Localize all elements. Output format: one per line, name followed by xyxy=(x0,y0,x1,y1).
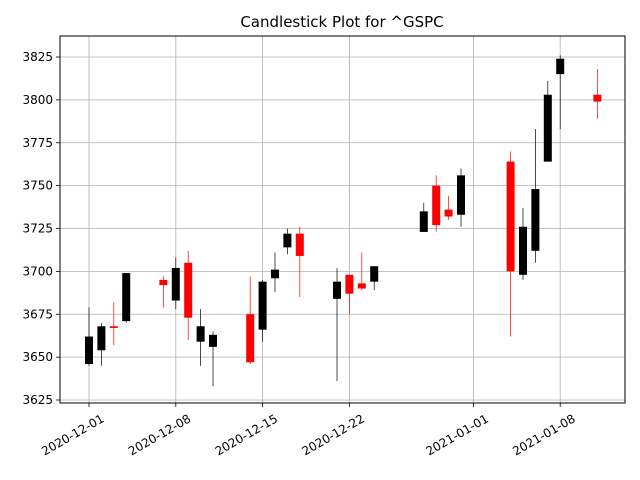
candle-body xyxy=(457,175,465,215)
candle-2021-01-04 xyxy=(506,151,515,337)
plot-frame xyxy=(59,35,626,404)
candle-body xyxy=(419,211,428,232)
candle-2020-12-08 xyxy=(171,257,180,310)
candle-2020-12-11 xyxy=(209,331,217,387)
candle-body xyxy=(122,273,131,322)
candle-body xyxy=(295,233,304,256)
candle-2021-01-11 xyxy=(593,69,602,119)
candle-2020-12-31 xyxy=(457,168,465,227)
y-axis: 3625 3650 3675 3700 3725 3750 3775 3800 3825 xyxy=(22,50,60,407)
candle-body xyxy=(370,266,379,282)
candle-body xyxy=(85,336,93,364)
candle-2021-01-08 xyxy=(556,55,565,130)
y-tick-label: 3800 xyxy=(22,93,53,107)
candle-2020-12-07 xyxy=(159,276,168,308)
candle-body xyxy=(159,279,168,286)
candle-body xyxy=(171,267,180,301)
candle-2020-12-09 xyxy=(184,250,193,340)
candle-body xyxy=(184,262,193,318)
candle-2020-12-23 xyxy=(357,252,366,291)
candle-2020-12-01 xyxy=(85,307,93,366)
candle-body xyxy=(209,334,217,347)
candle-body xyxy=(333,281,341,299)
candle-2020-12-10 xyxy=(196,309,205,366)
candle-2020-12-14 xyxy=(246,276,255,364)
candle-body xyxy=(196,326,205,342)
candle-2020-12-28 xyxy=(419,202,428,232)
candle-2020-12-03 xyxy=(109,302,118,346)
candle-body xyxy=(432,185,441,226)
candle-2020-12-22 xyxy=(345,274,354,315)
candle-2021-01-07 xyxy=(543,81,552,162)
candle-body xyxy=(543,94,552,162)
candles-group xyxy=(85,55,602,387)
candle-2020-12-29 xyxy=(432,175,441,232)
candle-body xyxy=(531,189,540,251)
candle-2020-12-17 xyxy=(283,228,292,255)
candle-2020-12-16 xyxy=(271,252,279,292)
candle-body xyxy=(258,281,267,330)
y-tick-label: 3750 xyxy=(22,179,53,193)
candle-body xyxy=(109,326,118,328)
y-tick-label: 3650 xyxy=(22,350,53,364)
candle-body xyxy=(506,161,515,272)
candle-2020-12-18 xyxy=(295,226,304,298)
candle-2020-12-04 xyxy=(122,273,131,323)
chart-title: Candlestick Plot for ^GSPC xyxy=(240,13,443,31)
y-tick-label: 3700 xyxy=(22,264,53,278)
candle-body xyxy=(345,274,354,294)
candle-2021-01-06 xyxy=(531,129,540,263)
y-tick-label: 3625 xyxy=(22,393,53,407)
grid-lines xyxy=(60,36,625,403)
candle-body xyxy=(444,209,453,217)
candle-2020-12-21 xyxy=(333,267,341,382)
candle-body xyxy=(556,58,565,75)
candle-body xyxy=(97,326,106,351)
candle-body xyxy=(246,314,255,363)
candle-body xyxy=(519,226,527,275)
y-tick-label: 3725 xyxy=(22,222,53,236)
y-tick-label: 3775 xyxy=(22,136,53,150)
candle-body xyxy=(283,233,292,248)
candle-2020-12-02 xyxy=(97,322,106,366)
candle-body xyxy=(593,94,602,102)
y-tick-label: 3825 xyxy=(22,50,53,64)
candle-2020-12-15 xyxy=(258,279,267,342)
candle-body xyxy=(357,283,366,289)
candle-2020-12-24 xyxy=(370,266,379,291)
candle-body xyxy=(271,269,279,279)
candle-2021-01-05 xyxy=(519,207,527,280)
y-tick-label: 3675 xyxy=(22,307,53,321)
candle-2020-12-30 xyxy=(444,195,453,220)
